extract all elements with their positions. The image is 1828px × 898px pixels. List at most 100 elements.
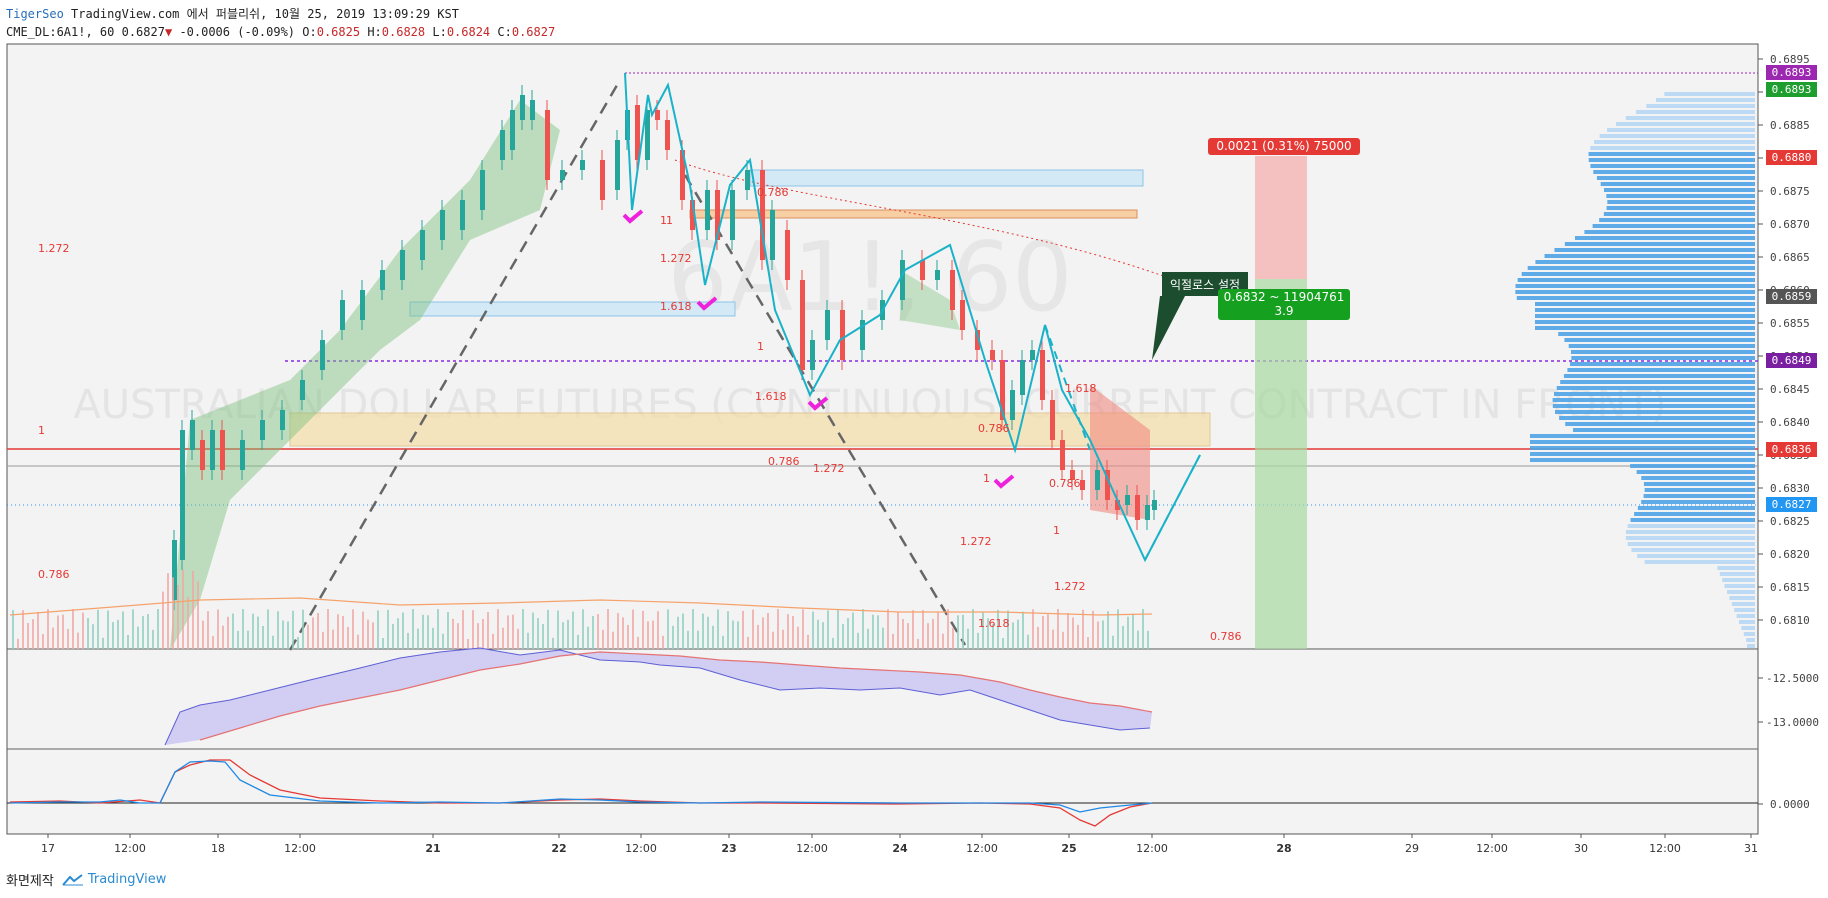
candle-body[interactable]	[1050, 400, 1055, 440]
candle-body[interactable]	[220, 430, 225, 470]
candle-body[interactable]	[172, 540, 177, 600]
candle-body[interactable]	[770, 210, 775, 260]
target-label[interactable]: 0.0021 (0.31%) 75000	[1208, 138, 1360, 155]
candle-body[interactable]	[400, 250, 405, 280]
candle-body[interactable]	[180, 430, 185, 560]
candle-body[interactable]	[520, 95, 525, 120]
author-name[interactable]: TigerSeo	[6, 7, 64, 21]
candle-body[interactable]	[200, 440, 205, 470]
indicator-line-slow[interactable]	[199, 651, 1153, 741]
candle-body[interactable]	[990, 350, 995, 360]
demand-zone[interactable]	[289, 412, 1211, 447]
projection-dashed[interactable]	[1144, 454, 1201, 561]
candle-body[interactable]	[190, 420, 195, 450]
candle-body[interactable]	[1105, 470, 1110, 500]
candle-body[interactable]	[920, 260, 925, 280]
candle-body[interactable]	[615, 140, 620, 190]
candle-body[interactable]	[635, 105, 640, 160]
price-axis[interactable]: 0.68950.68900.68850.68800.68750.68700.68…	[1758, 53, 1810, 627]
ratio-label[interactable]: 0.6832 ~ 11904761 3.9	[1218, 289, 1350, 320]
candle-body[interactable]	[860, 320, 865, 350]
candle-body[interactable]	[825, 310, 830, 340]
candle-body[interactable]	[1152, 500, 1157, 510]
candle-body[interactable]	[680, 150, 685, 200]
candle-body[interactable]	[840, 310, 845, 360]
candlesticks[interactable]	[172, 85, 1157, 610]
candle-body[interactable]	[300, 380, 305, 400]
candle-body[interactable]	[340, 300, 345, 330]
symbol-name[interactable]: CME_DL:6A1!, 60	[6, 25, 115, 39]
candle-body[interactable]	[1080, 480, 1085, 490]
candle-body[interactable]	[560, 170, 565, 180]
oscillator-pane[interactable]	[7, 750, 1758, 834]
price-tag[interactable]: 0.6849	[1766, 353, 1817, 368]
candle-body[interactable]	[810, 340, 815, 370]
candle-body[interactable]	[730, 190, 735, 240]
candle-body[interactable]	[1070, 470, 1075, 480]
oscillator-line-blue[interactable]	[9, 760, 1153, 813]
candle-body[interactable]	[655, 110, 660, 120]
candle-body[interactable]	[715, 190, 720, 240]
tradingview-brand[interactable]: TradingView	[62, 872, 166, 887]
price-tag[interactable]: 0.6893	[1766, 82, 1817, 97]
candle-body[interactable]	[760, 170, 765, 260]
trend-line[interactable]	[683, 174, 967, 646]
candle-body[interactable]	[1060, 440, 1065, 470]
target-zone[interactable]	[1255, 279, 1307, 649]
candle-body[interactable]	[530, 100, 535, 120]
resistance-zone[interactable]	[749, 169, 1144, 187]
time-axis[interactable]: 17 12:00 18 12:00 21 22 12:00 23 12:00 24 12:00 25 1…	[41, 834, 1758, 855]
candle-body[interactable]	[1135, 495, 1140, 520]
candle-body[interactable]	[510, 110, 515, 150]
candle-body[interactable]	[1095, 470, 1100, 490]
candle-body[interactable]	[260, 420, 265, 440]
candle-body[interactable]	[705, 190, 710, 230]
candle-body[interactable]	[1040, 350, 1045, 400]
price-tag[interactable]: 0.6836	[1766, 442, 1817, 457]
candle-body[interactable]	[1030, 350, 1035, 360]
candle-body[interactable]	[645, 110, 650, 160]
candle-body[interactable]	[480, 170, 485, 210]
stop-zone[interactable]	[1255, 156, 1307, 279]
oscillator-axis[interactable]: 0.0000	[1758, 798, 1810, 811]
candle-body[interactable]	[800, 280, 805, 370]
price-tag[interactable]: 0.6880	[1766, 150, 1817, 165]
candle-body[interactable]	[975, 330, 980, 350]
price-pane[interactable]	[7, 44, 1758, 649]
candle-body[interactable]	[240, 440, 245, 470]
candle-body[interactable]	[440, 210, 445, 240]
candle-body[interactable]	[1010, 390, 1015, 420]
indicator-line-fast[interactable]	[164, 647, 1151, 746]
candle-body[interactable]	[545, 110, 550, 180]
candle-body[interactable]	[600, 160, 605, 200]
candle-body[interactable]	[420, 230, 425, 260]
candle-body[interactable]	[360, 290, 365, 320]
candle-body[interactable]	[380, 270, 385, 290]
support-zone[interactable]	[409, 301, 736, 317]
candle-body[interactable]	[1125, 495, 1130, 505]
price-tag[interactable]: 0.6859	[1766, 289, 1817, 304]
candle-body[interactable]	[900, 260, 905, 300]
candle-body[interactable]	[460, 200, 465, 230]
price-tag[interactable]: 0.6827	[1766, 497, 1817, 512]
candle-body[interactable]	[210, 430, 215, 470]
candle-body[interactable]	[960, 300, 965, 330]
candle-body[interactable]	[580, 160, 585, 170]
candle-body[interactable]	[500, 130, 505, 160]
price-tag[interactable]: 0.6893	[1766, 65, 1817, 80]
candle-body[interactable]	[745, 170, 750, 190]
candle-body[interactable]	[1115, 500, 1120, 510]
candle-body[interactable]	[665, 120, 670, 150]
moving-average-line[interactable]	[674, 159, 1181, 283]
indicator-axis[interactable]: -12.5000 -13.0000	[1758, 672, 1819, 729]
candle-body[interactable]	[320, 340, 325, 370]
candle-body[interactable]	[1020, 360, 1025, 395]
candle-body[interactable]	[1000, 360, 1005, 420]
candle-body[interactable]	[785, 230, 790, 280]
zigzag-line[interactable]	[624, 72, 1201, 563]
candle-body[interactable]	[690, 200, 695, 230]
candle-body[interactable]	[280, 410, 285, 430]
candle-body[interactable]	[1145, 505, 1150, 520]
candle-body[interactable]	[935, 270, 940, 280]
